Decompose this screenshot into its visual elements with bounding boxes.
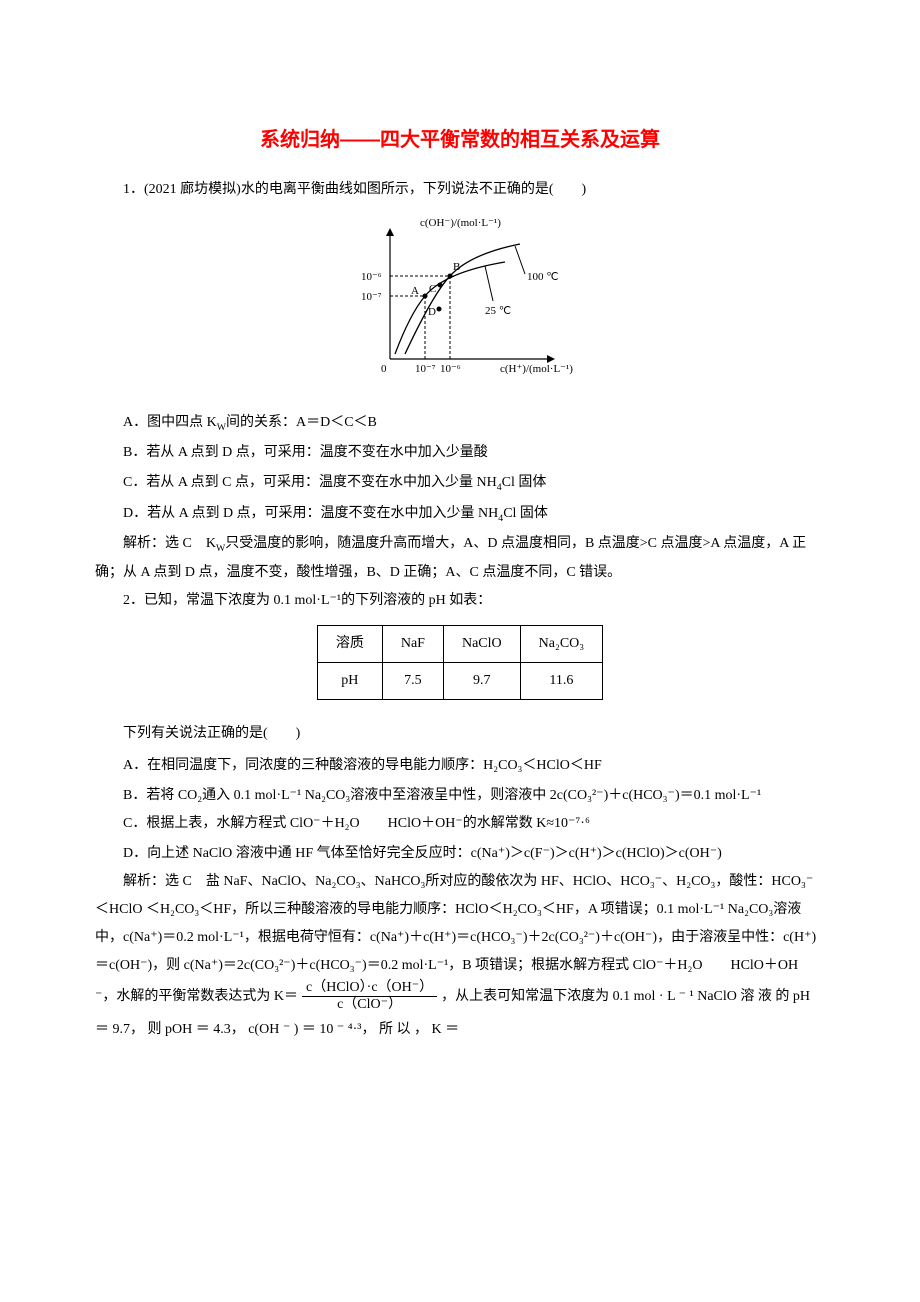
temp-25-label: 25 ℃ bbox=[485, 305, 511, 317]
q1-opt-c-text1: C．若从 A 点到 C 点，可采用：温度不变在水中加入少量 NH bbox=[123, 475, 497, 490]
th-naf: NaF bbox=[382, 625, 443, 662]
th-na2co3: Na₂CO₃ bbox=[520, 625, 603, 662]
td-naclo-val: 9.7 bbox=[443, 662, 520, 699]
y-tick-hi: 10⁻⁶ bbox=[361, 271, 382, 283]
x-axis-arrow bbox=[547, 355, 555, 363]
frac-denominator: c（ClO⁻） bbox=[302, 997, 437, 1012]
origin-label: 0 bbox=[381, 363, 387, 375]
frac-numerator: c（HClO）·c（OH⁻） bbox=[302, 980, 437, 996]
leader-25 bbox=[485, 266, 493, 301]
point-c-dot bbox=[438, 283, 443, 288]
point-b-dot bbox=[448, 274, 453, 279]
point-c-label: C bbox=[429, 283, 436, 295]
q2-number: 2． bbox=[123, 593, 144, 608]
q1-opt-d-text2: Cl 固体 bbox=[503, 506, 548, 521]
q1-analysis: 解析：选 C KW只受温度的影响，随温度升高而增大，A、D 点温度相同，B 点温… bbox=[95, 530, 825, 586]
th-solute: 溶质 bbox=[317, 625, 382, 662]
temp-100-label: 100 ℃ bbox=[527, 271, 559, 283]
q1-opt-c: C．若从 A 点到 C 点，可采用：温度不变在水中加入少量 NH4Cl 固体 bbox=[95, 469, 825, 497]
q2-stem: 2．已知，常温下浓度为 0.1 mol·L⁻¹的下列溶液的 pH 如表： bbox=[95, 587, 825, 615]
equilibrium-curve-figure: c(OH⁻)/(mol·L⁻¹) c(H⁺)/(mol·L⁻¹) 10⁻⁶ 10… bbox=[325, 214, 595, 384]
point-a-label: A bbox=[411, 285, 419, 297]
leader-100 bbox=[515, 246, 525, 274]
q2-analysis-label: 解析：选 C bbox=[123, 874, 206, 889]
q1-analysis-label: 解析：选 C bbox=[123, 536, 206, 551]
q1-opt-d-text1: D．若从 A 点到 D 点，可采用：温度不变在水中加入少量 NH bbox=[123, 506, 498, 521]
table-header-row: 溶质 NaF NaClO Na₂CO₃ bbox=[317, 625, 602, 662]
title-prefix: 系统归纳—— bbox=[260, 129, 380, 151]
point-d-dot bbox=[437, 307, 442, 312]
q2-table-wrap: 溶质 NaF NaClO Na₂CO₃ pH 7.5 9.7 11.6 bbox=[95, 625, 825, 700]
q1-opt-c-text2: Cl 固体 bbox=[502, 475, 547, 490]
q1-opt-a-rest: 间的关系：A＝D＜C＜B bbox=[226, 415, 377, 430]
q2-analysis-p2-before: ⁻，水解的平衡常数表达式为 K＝ bbox=[95, 989, 298, 1004]
q2-subq-text: 下列有关说法正确的是( ) bbox=[123, 726, 300, 741]
q1-text: 水的电离平衡曲线如图所示，下列说法不正确的是( ) bbox=[241, 182, 586, 197]
q2-opt-a-text: A．在相同温度下，同浓度的三种酸溶液的导电能力顺序：H₂CO₃＜HClO＜HF bbox=[123, 758, 602, 773]
title-main: 四大平衡常数的相互关系及运算 bbox=[380, 129, 660, 151]
point-a-dot bbox=[423, 294, 428, 299]
q2-intro: 已知，常温下浓度为 0.1 mol·L⁻¹的下列溶液的 pH 如表： bbox=[144, 593, 491, 608]
q1-analysis-kw: K bbox=[206, 536, 216, 551]
x-tick-hi: 10⁻⁶ bbox=[440, 363, 461, 375]
q1-figure: c(OH⁻)/(mol·L⁻¹) c(H⁺)/(mol·L⁻¹) 10⁻⁶ 10… bbox=[95, 214, 825, 395]
th-naclo: NaClO bbox=[443, 625, 520, 662]
y-axis-label: c(OH⁻)/(mol·L⁻¹) bbox=[420, 217, 501, 229]
q2-opt-d-text: D．向上述 NaClO 溶液中通 HF 气体至恰好完全反应时：c(Na⁺)＞c(… bbox=[123, 846, 722, 861]
y-tick-lo: 10⁻⁷ bbox=[361, 291, 382, 303]
q2-subq: 下列有关说法正确的是( ) bbox=[95, 720, 825, 748]
point-d-label: D bbox=[428, 306, 436, 318]
q2-opt-b-text: B．若将 CO₂通入 0.1 mol·L⁻¹ Na₂CO₃溶液中至溶液呈中性，则… bbox=[123, 788, 761, 803]
q1-opt-b: B．若从 A 点到 D 点，可采用：温度不变在水中加入少量酸 bbox=[95, 439, 825, 467]
q2-opt-b: B．若将 CO₂通入 0.1 mol·L⁻¹ Na₂CO₃溶液中至溶液呈中性，则… bbox=[95, 782, 825, 810]
q1-opt-a-text: A．图中四点 K bbox=[123, 415, 217, 430]
q2-opt-c-text: C．根据上表，水解方程式 ClO⁻＋H₂O HClO＋OH⁻的水解常数 K≈10… bbox=[123, 816, 590, 831]
point-b-label: B bbox=[453, 261, 460, 273]
q2-opt-a: A．在相同温度下，同浓度的三种酸溶液的导电能力顺序：H₂CO₃＜HClO＜HF bbox=[95, 752, 825, 780]
q1-opt-a: A．图中四点 KW间的关系：A＝D＜C＜B bbox=[95, 409, 825, 437]
x-tick-lo: 10⁻⁷ bbox=[415, 363, 436, 375]
q1-opt-d: D．若从 A 点到 D 点，可采用：温度不变在水中加入少量 NH4Cl 固体 bbox=[95, 500, 825, 528]
q1-number: 1． bbox=[123, 182, 144, 197]
q2-table: 溶质 NaF NaClO Na₂CO₃ pH 7.5 9.7 11.6 bbox=[317, 625, 603, 700]
q1-analysis-sub: W bbox=[216, 543, 225, 554]
q2-analysis-cont: ⁻，水解的平衡常数表达式为 K＝c（HClO）·c（OH⁻）c（ClO⁻），从上… bbox=[95, 980, 825, 1047]
q1-opt-a-sub: W bbox=[217, 422, 226, 433]
td-na2co3-val: 11.6 bbox=[520, 662, 603, 699]
table-data-row: pH 7.5 9.7 11.6 bbox=[317, 662, 602, 699]
x-axis-label: c(H⁺)/(mol·L⁻¹) bbox=[500, 363, 573, 375]
q2-opt-c: C．根据上表，水解方程式 ClO⁻＋H₂O HClO＋OH⁻的水解常数 K≈10… bbox=[95, 810, 825, 838]
q1-opt-b-text: B．若从 A 点到 D 点，可采用：温度不变在水中加入少量酸 bbox=[123, 445, 488, 460]
td-naf-val: 7.5 bbox=[382, 662, 443, 699]
page-title: 系统归纳——四大平衡常数的相互关系及运算 bbox=[95, 120, 825, 160]
q1-stem: 1．(2021 廊坊模拟)水的电离平衡曲线如图所示，下列说法不正确的是( ) bbox=[95, 176, 825, 204]
td-ph-label: pH bbox=[317, 662, 382, 699]
q2-opt-d: D．向上述 NaClO 溶液中通 HF 气体至恰好完全反应时：c(Na⁺)＞c(… bbox=[95, 840, 825, 868]
fraction: c（HClO）·c（OH⁻）c（ClO⁻） bbox=[298, 980, 441, 1012]
y-axis-arrow bbox=[386, 228, 394, 236]
q1-source: (2021 廊坊模拟) bbox=[144, 182, 241, 197]
q2-analysis: 解析：选 C 盐 NaF、NaClO、Na₂CO₃、NaHCO₃所对应的酸依次为… bbox=[95, 868, 825, 980]
